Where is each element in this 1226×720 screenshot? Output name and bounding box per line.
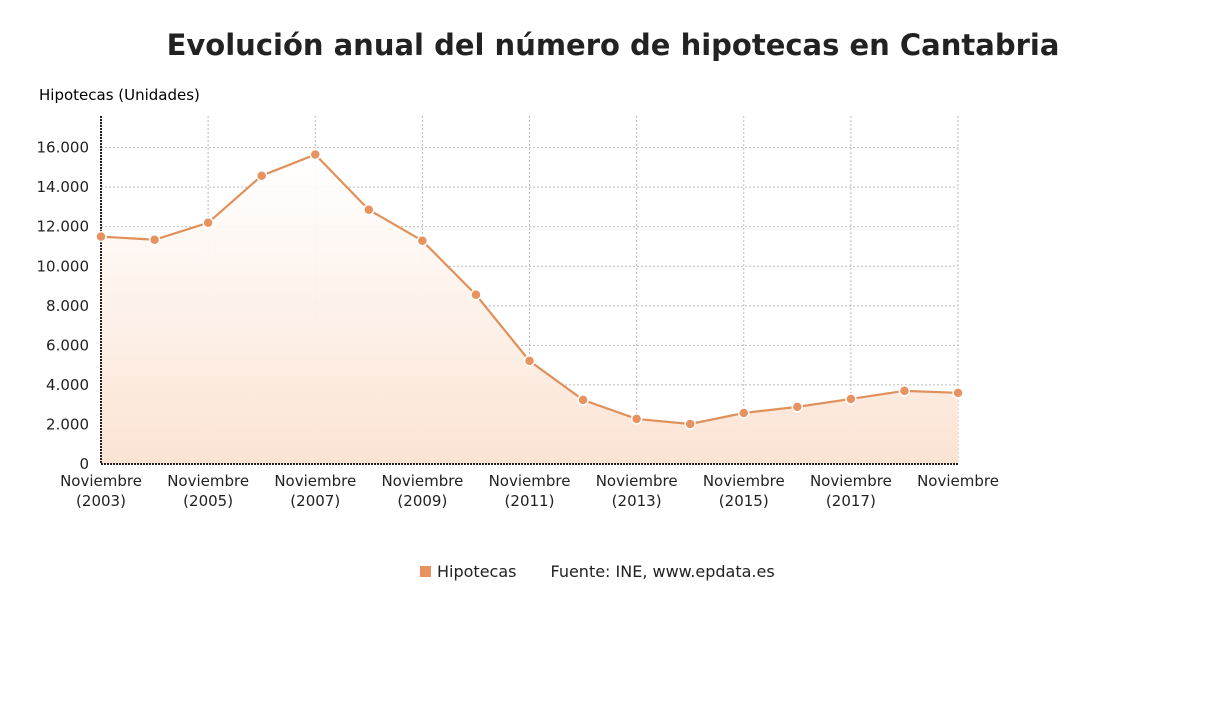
- source-note: Fuente: INE, www.epdata.es: [550, 562, 775, 581]
- data-point: [684, 418, 696, 430]
- data-point: [470, 288, 482, 301]
- x-tick-label: Noviembre: [381, 472, 463, 490]
- data-point: [148, 234, 161, 246]
- data-point: [898, 385, 911, 397]
- data-point: [791, 401, 804, 413]
- y-tick-label: 0: [79, 455, 89, 473]
- y-tick-label: 10.000: [37, 257, 90, 275]
- x-tick-label: Noviembre: [60, 472, 142, 490]
- y-tick-label: 2.000: [46, 415, 89, 433]
- data-point: [202, 217, 214, 229]
- data-point: [630, 413, 643, 425]
- x-tick-year: (2003): [76, 492, 126, 510]
- x-tick-label: Noviembre: [596, 472, 678, 490]
- data-point: [255, 169, 268, 182]
- y-tick-label: 4.000: [46, 376, 89, 394]
- data-point: [738, 407, 750, 419]
- data-point: [952, 387, 964, 399]
- data-point: [95, 230, 107, 243]
- x-tick-year: (2011): [505, 492, 555, 510]
- y-tick-label: 14.000: [37, 178, 90, 196]
- legend-swatch: [420, 566, 431, 577]
- y-tick-label: 6.000: [46, 336, 89, 354]
- y-tick-label: 8.000: [46, 297, 89, 315]
- area-fill: [101, 154, 958, 464]
- chart-title: Evolución anual del número de hipotecas …: [166, 28, 1060, 62]
- x-tick-label: Noviembre: [703, 472, 785, 490]
- x-tick-year: (2015): [719, 492, 769, 510]
- y-tick-label: 12.000: [37, 218, 90, 236]
- data-point: [309, 148, 321, 161]
- y-tick-label: 16.000: [37, 139, 90, 157]
- x-tick-year: (2009): [397, 492, 447, 510]
- x-tick-year: (2005): [183, 492, 233, 510]
- x-tick-label: Noviembre: [489, 472, 571, 490]
- x-tick-label: Noviembre: [917, 472, 999, 490]
- x-tick-year: (2013): [612, 492, 662, 510]
- data-point: [845, 393, 857, 405]
- data-point: [363, 203, 375, 216]
- data-point: [577, 394, 589, 406]
- x-tick-label: Noviembre: [274, 472, 356, 490]
- x-tick-year: (2007): [290, 492, 340, 510]
- data-point: [416, 235, 429, 247]
- x-tick-label: Noviembre: [810, 472, 892, 490]
- y-axis-label: Hipotecas (Unidades): [39, 86, 200, 104]
- legend-label: Hipotecas: [437, 562, 517, 581]
- x-tick-year: (2017): [826, 492, 876, 510]
- x-tick-label: Noviembre: [167, 472, 249, 490]
- data-point: [523, 355, 536, 367]
- legend: Hipotecas Fuente: INE, www.epdata.es: [420, 562, 775, 581]
